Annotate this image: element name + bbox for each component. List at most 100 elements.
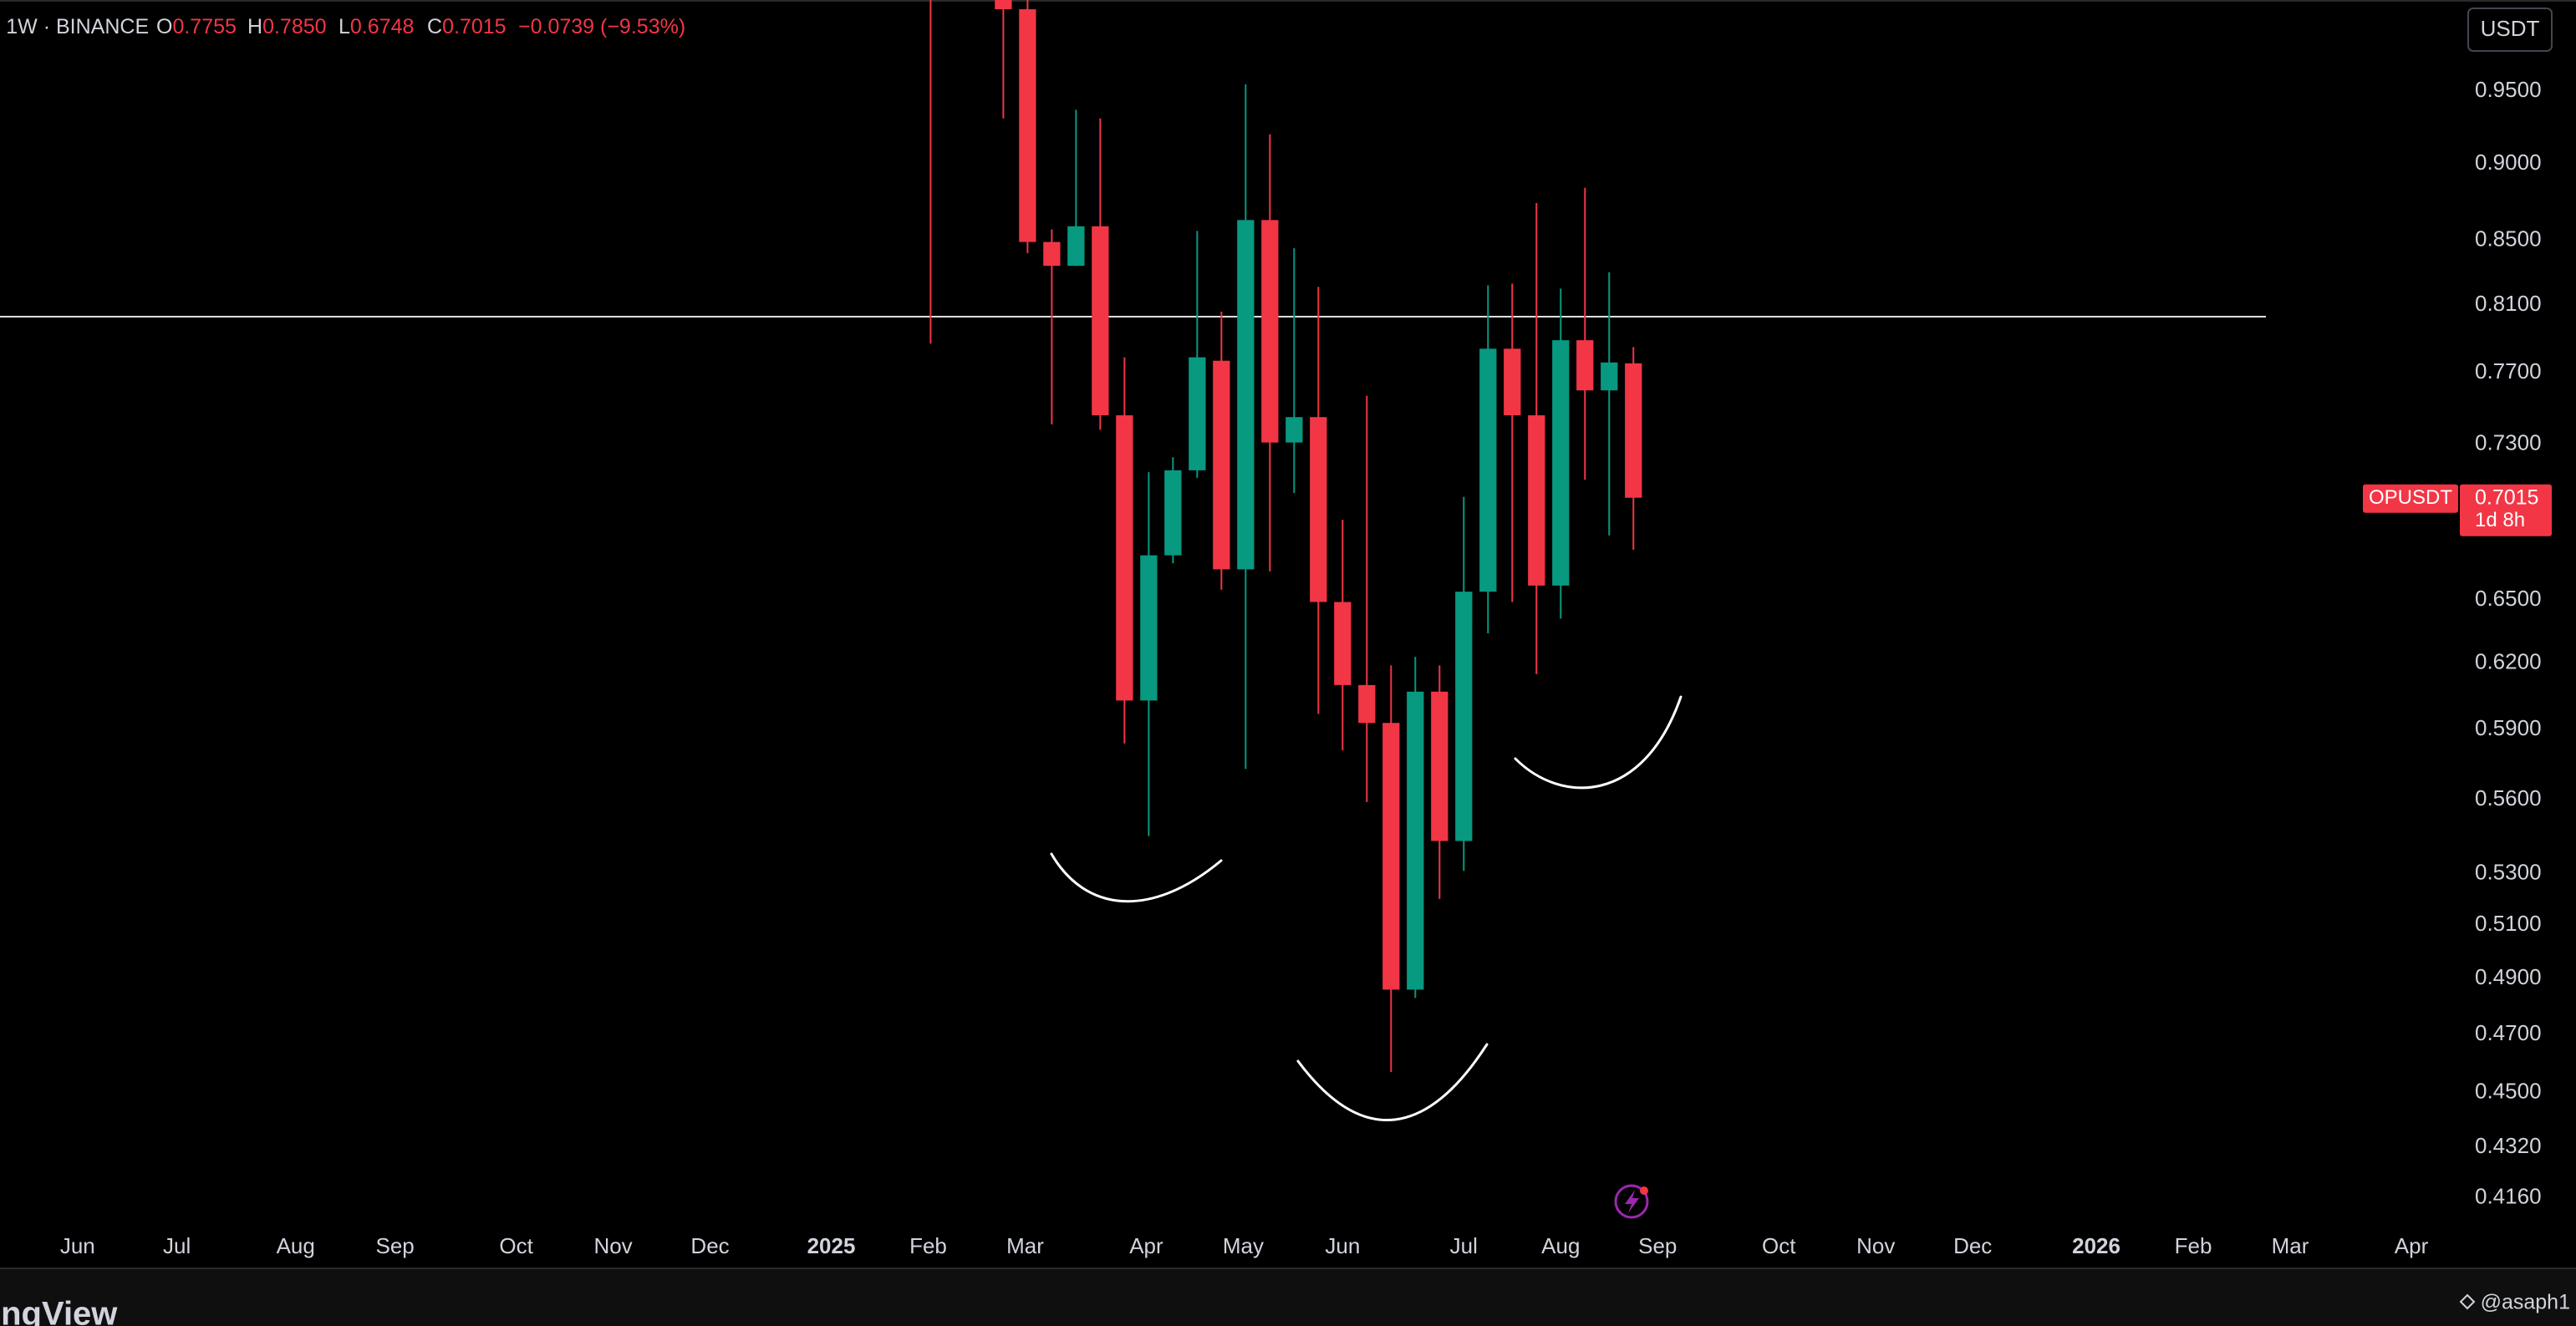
y-tick-label: 0.4500 xyxy=(2475,1079,2542,1104)
candle-body xyxy=(1019,9,1036,242)
symbol-tag xyxy=(2363,484,2458,513)
candle-body xyxy=(1552,340,1570,586)
legend-o: O xyxy=(156,15,172,38)
x-tick-label: Aug xyxy=(1541,1233,1580,1258)
candle-body xyxy=(1067,226,1085,267)
x-tick-label: Apr xyxy=(1129,1233,1163,1258)
drawings xyxy=(1050,695,1683,1121)
candle-body xyxy=(1092,226,1109,416)
y-tick-label: 0.8100 xyxy=(2475,291,2542,316)
y-tick-label: 0.9500 xyxy=(2475,77,2542,102)
y-tick-label: 0.4900 xyxy=(2475,964,2542,989)
candle-body xyxy=(1310,417,1327,602)
legend-interval: · 1W · BINANCE xyxy=(0,15,149,38)
y-tick-label: 0.4160 xyxy=(2475,1184,2542,1209)
candle-body xyxy=(1285,417,1303,443)
x-tick-label: Dec xyxy=(1953,1233,1992,1258)
drawn-curve xyxy=(1050,852,1223,903)
x-tick-label: Mar xyxy=(1006,1233,1044,1258)
legend-high: 0.7850 xyxy=(262,15,326,38)
brand-logo: ingView xyxy=(0,1296,118,1326)
candle-body xyxy=(1382,723,1400,990)
candle-body xyxy=(1431,691,1448,841)
plot-area xyxy=(0,0,2266,1073)
legend-open: 0.7755 xyxy=(172,15,236,38)
legend-low: 0.6748 xyxy=(350,15,414,38)
y-tick-label: 0.8500 xyxy=(2475,226,2542,251)
x-tick-label: Sep xyxy=(375,1233,414,1258)
legend-l: L xyxy=(339,15,350,38)
y-tick-label: 0.7300 xyxy=(2475,430,2542,455)
button-frame xyxy=(2467,8,2553,52)
y-tick-label: 0.5100 xyxy=(2475,911,2542,936)
x-tick-label: Feb xyxy=(2175,1233,2212,1258)
candle-body xyxy=(995,0,1012,10)
drawn-curve xyxy=(1296,1043,1489,1121)
x-tick-label: Jul xyxy=(1450,1233,1478,1258)
candle-body xyxy=(1528,415,1545,586)
legend-close: 0.7015 xyxy=(442,15,506,38)
x-tick-label: May xyxy=(1223,1233,1264,1258)
legend: · 1W · BINANCE O0.7755 H0.7850 L0.6748 C… xyxy=(0,15,685,38)
x-tick-label: 2025 xyxy=(807,1233,856,1258)
x-tick-label: Jun xyxy=(60,1233,95,1258)
x-tick-label: 2026 xyxy=(2072,1233,2120,1258)
y-tick-label: 0.4320 xyxy=(2475,1133,2542,1158)
candle-body xyxy=(1479,348,1497,592)
candle-body xyxy=(1237,220,1255,570)
candle-body xyxy=(1576,340,1594,391)
currency-label: USDT xyxy=(2481,16,2540,41)
candle-body xyxy=(1601,362,1618,391)
y-tick-label: 0.6200 xyxy=(2475,649,2542,674)
price-tag xyxy=(2460,484,2552,536)
alert-icon[interactable] xyxy=(1614,1184,1649,1219)
x-tick-label: Sep xyxy=(1638,1233,1677,1258)
candle-body xyxy=(1116,415,1133,701)
candle-body xyxy=(1504,348,1521,416)
x-tick-label: Nov xyxy=(1856,1233,1895,1258)
x-tick-label: Jul xyxy=(163,1233,191,1258)
legend-h: H xyxy=(247,15,262,38)
x-tick-label: Apr xyxy=(2395,1233,2429,1258)
y-tick-label: 0.5300 xyxy=(2475,859,2542,884)
icon-dot xyxy=(1640,1186,1648,1195)
candle-body xyxy=(1358,684,1376,724)
countdown-label: 1d 8h xyxy=(2475,509,2525,531)
y-tick-label: 0.5900 xyxy=(2475,715,2542,740)
legend-change: −0.0739 (−9.53%) xyxy=(518,15,685,38)
currency-button[interactable]: USDT xyxy=(2467,8,2553,52)
candle-body xyxy=(1625,363,1642,498)
candle-body xyxy=(1213,360,1230,570)
x-tick-label: Feb xyxy=(909,1233,947,1258)
x-tick-label: Oct xyxy=(1762,1233,1796,1258)
candle-body xyxy=(1261,220,1279,443)
x-tick-label: Nov xyxy=(593,1233,632,1258)
icon-ring xyxy=(1614,1184,1649,1219)
y-tick-label: 0.4700 xyxy=(2475,1020,2542,1045)
footer-bar xyxy=(0,1268,2576,1326)
legend-c: C xyxy=(427,15,442,38)
symbol-tag-label: OPUSDT xyxy=(2369,486,2452,509)
user-tag[interactable]: @asaph1 xyxy=(2481,1291,2570,1314)
x-tick-label: Aug xyxy=(277,1233,315,1258)
y-tick-label: 0.7700 xyxy=(2475,358,2542,384)
y-tick-label: 0.5600 xyxy=(2475,785,2542,810)
x-tick-label: Oct xyxy=(499,1233,533,1258)
drawn-curve xyxy=(1514,695,1683,790)
candle-body xyxy=(1164,470,1182,556)
candle-body xyxy=(1140,555,1158,701)
user-icon xyxy=(2459,1293,2476,1310)
x-tick-label: Jun xyxy=(1325,1233,1360,1258)
icon-bolt xyxy=(1625,1190,1639,1213)
x-tick-label: Dec xyxy=(690,1233,729,1258)
candle-body xyxy=(1455,592,1473,841)
candle-body xyxy=(1189,357,1206,470)
candle-body xyxy=(1407,691,1424,990)
y-tick-label: 0.6500 xyxy=(2475,586,2542,611)
price-tag-label: 0.7015 xyxy=(2475,485,2538,509)
candle-body xyxy=(1043,241,1061,267)
y-tick-label: 0.9000 xyxy=(2475,150,2542,175)
x-tick-label: Mar xyxy=(2272,1233,2309,1258)
